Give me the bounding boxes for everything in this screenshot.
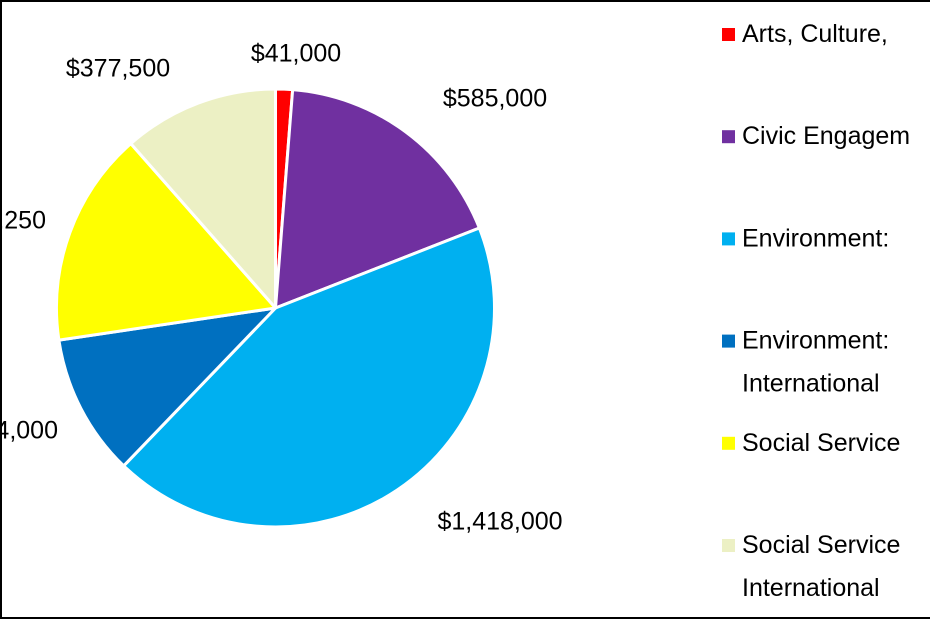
data-label: $521,250 bbox=[0, 207, 46, 235]
pie bbox=[55, 87, 496, 529]
legend-line: International bbox=[742, 574, 880, 602]
data-labels: $41,000 $585,000 $1,418,000 $344,000 $521,25… bbox=[0, 40, 563, 536]
legend-label: Social Service International bbox=[742, 531, 900, 602]
legend-swatch bbox=[722, 539, 735, 552]
legend-label: Social Service bbox=[742, 428, 900, 456]
legend-swatch bbox=[722, 130, 735, 144]
legend-swatch bbox=[722, 334, 735, 348]
data-label: $1,418,000 bbox=[437, 508, 562, 536]
pie-slice bbox=[122, 226, 496, 529]
pie-slice bbox=[274, 88, 481, 310]
legend-swatch bbox=[722, 436, 735, 450]
data-label: $344,000 bbox=[0, 417, 58, 445]
pie-slice bbox=[55, 142, 277, 342]
legend-line: Social Service bbox=[742, 531, 900, 559]
data-label: $41,000 bbox=[251, 40, 341, 68]
legend-line: International bbox=[742, 369, 880, 397]
pie-slice bbox=[129, 87, 277, 310]
legend-line: Arts, Culture, bbox=[742, 20, 888, 48]
legend-line: Social Service bbox=[742, 428, 900, 456]
legend-line: Environment: bbox=[742, 224, 889, 252]
legend-line: Environment: bbox=[742, 326, 889, 354]
data-label: $585,000 bbox=[443, 85, 547, 113]
legend-label: Arts, Culture, bbox=[742, 20, 888, 48]
legend-line: Civic Engagem bbox=[742, 122, 910, 150]
legend-swatch bbox=[722, 28, 735, 41]
data-label: $377,500 bbox=[66, 55, 170, 83]
legend-label: Environment: bbox=[742, 224, 889, 252]
pie-slice bbox=[57, 306, 277, 468]
legend-swatch bbox=[722, 232, 735, 246]
legend-label: Environment: International bbox=[742, 326, 889, 397]
legend: Arts, Culture,Civic EngagemEnvironment:E… bbox=[722, 20, 910, 602]
legend-label: Civic Engagem bbox=[742, 122, 910, 150]
